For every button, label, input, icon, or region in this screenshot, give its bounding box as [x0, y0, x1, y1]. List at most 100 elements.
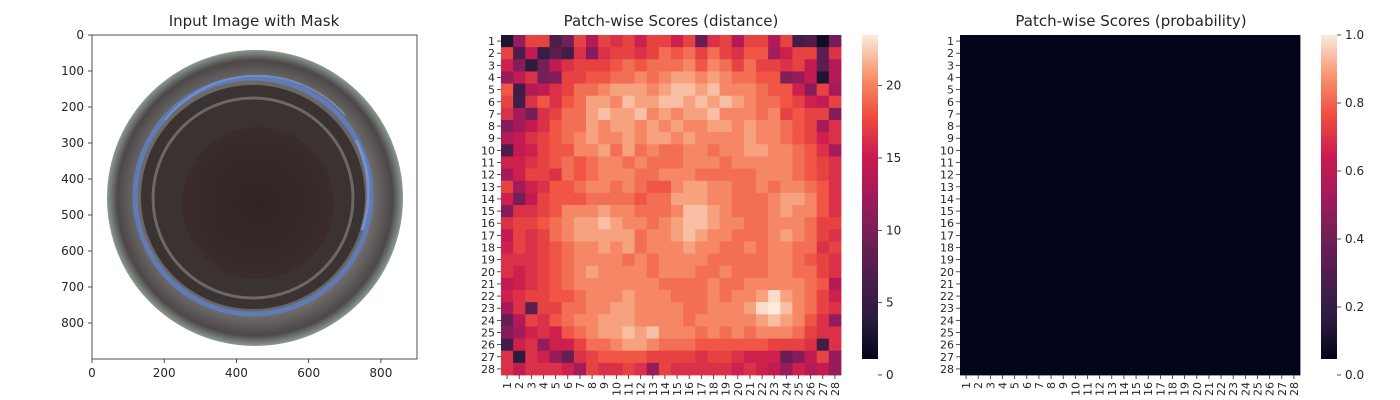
- heatmap-cell: [610, 83, 623, 97]
- heatmap-cell: [525, 107, 538, 121]
- heatmap-cell: [634, 35, 648, 48]
- heatmap-cell: [731, 217, 745, 230]
- heatmap-cell: [1142, 217, 1155, 230]
- heatmap-cell: [719, 277, 733, 291]
- col-label: 17: [695, 382, 708, 396]
- heatmap-cell: [984, 217, 997, 230]
- heatmap-cell: [1142, 241, 1155, 254]
- heatmap-cell: [1105, 217, 1119, 230]
- col-label: 24: [1239, 382, 1252, 396]
- heatmap-cell: [719, 47, 733, 60]
- heatmap-cell: [707, 35, 720, 48]
- heatmap-cell: [695, 326, 708, 339]
- heatmap-cell: [1166, 132, 1179, 145]
- heatmap-cell: [804, 217, 818, 230]
- heatmap-cell: [1045, 35, 1058, 48]
- heatmap-cell: [828, 205, 842, 218]
- heatmap-cell: [1154, 59, 1167, 72]
- heatmap-cell: [828, 192, 842, 206]
- row-label: 18: [940, 242, 954, 255]
- heatmap-cell: [622, 314, 635, 327]
- heatmap-cell: [671, 326, 684, 339]
- bowl-image: [107, 50, 403, 346]
- heatmap-cell: [1008, 314, 1022, 327]
- heatmap-cell: [1130, 71, 1143, 84]
- heatmap-cell: [1154, 253, 1167, 267]
- heatmap-cell: [634, 107, 648, 121]
- heatmap-cell: [960, 168, 973, 182]
- heatmap-cell: [1227, 217, 1240, 230]
- heatmap-cell: [1142, 35, 1155, 48]
- heatmap-cell: [1045, 290, 1058, 303]
- heatmap-cell: [707, 95, 720, 109]
- heatmap-cell: [1020, 205, 1034, 218]
- heatmap-cell: [1117, 314, 1131, 327]
- heatmap-cell: [598, 120, 611, 133]
- heatmap-cell: [671, 156, 684, 169]
- heatmap-cell: [1287, 277, 1301, 291]
- heatmap-cell: [1251, 120, 1264, 133]
- heatmap-cell: [1081, 217, 1094, 230]
- heatmap-cell: [1263, 326, 1277, 339]
- heatmap-cell: [1045, 362, 1058, 376]
- heatmap-cell: [1117, 253, 1131, 267]
- heatmap-cell: [513, 277, 526, 291]
- heatmap-cell: [1105, 35, 1119, 48]
- row-label: 20: [481, 266, 495, 279]
- heatmap-cell: [1020, 95, 1034, 109]
- heatmap-cell: [1020, 229, 1034, 242]
- heatmap-cell: [1166, 180, 1179, 194]
- heatmap-cell: [1105, 302, 1119, 315]
- row-label: 6: [488, 96, 495, 109]
- heatmap-cell: [1251, 156, 1264, 169]
- heatmap-cell: [1093, 168, 1107, 182]
- heatmap-cell: [1093, 59, 1107, 72]
- heatmap-cell: [792, 326, 805, 339]
- heatmap-cell: [610, 253, 623, 267]
- heatmap-cell: [707, 326, 720, 339]
- heatmap-cell: [683, 338, 696, 352]
- heatmap-cell: [513, 241, 526, 254]
- heatmap-cell: [1166, 47, 1179, 60]
- heatmap-cell: [610, 290, 623, 303]
- heatmap-cell: [743, 192, 757, 206]
- heatmap-cell: [573, 120, 587, 133]
- heatmap-cell: [1202, 95, 1216, 109]
- heatmap-cell: [1178, 290, 1192, 303]
- heatmap-cell: [1032, 253, 1046, 267]
- row-label: 8: [488, 120, 495, 133]
- heatmap-cell: [731, 253, 745, 267]
- heatmap-cell: [1045, 338, 1058, 352]
- heatmap-cell: [549, 277, 563, 291]
- col-label: 3: [525, 382, 538, 389]
- heatmap-cell: [671, 350, 684, 364]
- heatmap-cell: [501, 156, 514, 169]
- heatmap-cell: [804, 229, 818, 242]
- col-label: 27: [1276, 382, 1289, 396]
- heatmap-cell: [1227, 132, 1240, 145]
- heatmap-cell: [768, 205, 781, 218]
- heatmap-cell: [1032, 314, 1046, 327]
- heatmap-cell: [1263, 302, 1277, 315]
- row-label: 16: [481, 217, 495, 230]
- heatmap-cell: [1202, 302, 1216, 315]
- heatmap-cell: [996, 192, 1009, 206]
- heatmap-cell: [792, 229, 805, 242]
- heatmap-cell: [1105, 71, 1119, 84]
- heatmap-cell: [792, 59, 805, 72]
- heatmap-cell: [573, 314, 587, 327]
- col-label: 16: [683, 382, 696, 396]
- heatmap-cell: [780, 326, 793, 339]
- row-label: 15: [940, 205, 954, 218]
- heatmap-cell: [658, 180, 672, 194]
- heatmap-cell: [695, 132, 708, 145]
- heatmap-cell: [743, 205, 757, 218]
- heatmap-cell: [972, 83, 985, 97]
- heatmap-cell: [586, 47, 599, 60]
- heatmap-cell: [1251, 314, 1264, 327]
- image-y-tick-label: 0: [76, 28, 84, 42]
- heatmap-cell: [816, 205, 830, 218]
- heatmap-cell: [646, 205, 660, 218]
- heatmap-cell: [780, 302, 793, 315]
- heatmap-cell: [1045, 168, 1058, 182]
